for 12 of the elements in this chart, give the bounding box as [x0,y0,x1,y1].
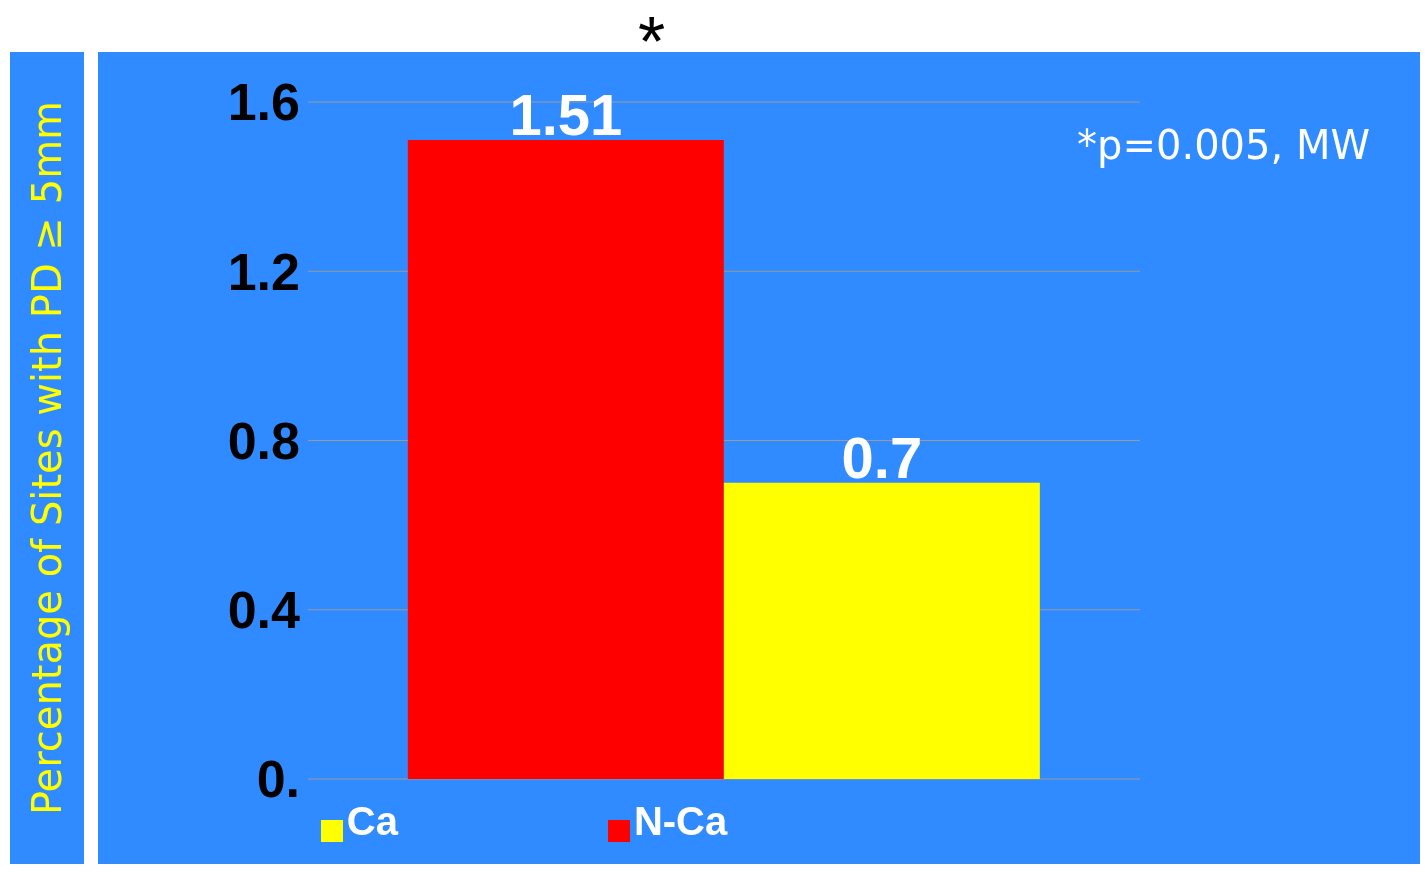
legend-label: Ca [346,799,398,843]
y-axis-title: Percentage of Sites with PD ≥ 5mm [24,100,70,816]
y-tick-label: 1.6 [227,73,300,132]
y-tick-label: 0.4 [227,581,301,640]
text: * [638,2,666,82]
y-tick-label: 0. [256,750,300,809]
data-label: 1.51 [509,82,623,148]
y-tick-label: 1.2 [227,242,300,301]
annotation: *p=0.005, MW [1077,122,1370,168]
y-tick-label: 0.8 [227,411,300,470]
data-label: 0.7 [841,424,923,490]
legend-label: N-Ca [633,799,728,843]
